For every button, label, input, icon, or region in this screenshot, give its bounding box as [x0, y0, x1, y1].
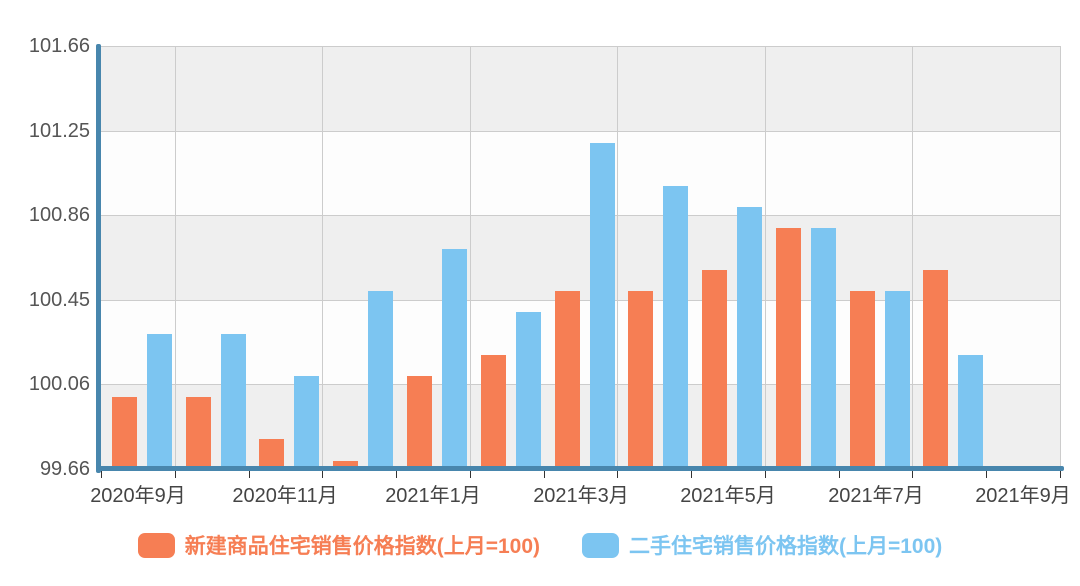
y-tick-label: 101.25 [28, 120, 90, 142]
bar-s0-2021年5月[interactable] [702, 270, 727, 469]
h-gridline [101, 299, 1060, 301]
bar-s0-2020年9月[interactable] [112, 397, 137, 469]
y-axis-line [96, 44, 101, 473]
bar-s0-2021年4月[interactable] [628, 291, 653, 469]
x-tick-mark [839, 471, 840, 478]
x-tick-mark [765, 471, 766, 478]
y-tick-label: 100.45 [28, 289, 90, 311]
x-tick-mark [691, 471, 692, 478]
plot-band [101, 46, 1060, 131]
h-gridline [101, 384, 1060, 386]
bar-s0-2021年3月[interactable] [555, 291, 580, 469]
x-tick-mark [544, 471, 545, 478]
bar-s0-2021年7月[interactable] [850, 291, 875, 469]
x-tick-mark [986, 471, 987, 478]
bar-s1-2021年6月[interactable] [811, 228, 836, 469]
legend-item-second-hand[interactable]: 二手住宅销售价格指数(上月=100) [582, 530, 942, 560]
plot-area [101, 46, 1061, 469]
x-tick-mark [175, 471, 176, 478]
legend-label-second-hand: 二手住宅销售价格指数(上月=100) [629, 535, 943, 558]
x-tick-label: 2021年7月 [828, 485, 924, 507]
plot-band [101, 215, 1060, 300]
y-tick-label: 100.06 [28, 373, 90, 395]
v-gridline [765, 46, 766, 466]
x-tick-mark [470, 471, 471, 478]
x-tick-mark [912, 471, 913, 478]
bar-s1-2021年2月[interactable] [516, 312, 541, 469]
bar-s1-2021年4月[interactable] [663, 186, 688, 469]
x-tick-label: 2020年11月 [232, 485, 338, 507]
x-axis-line [96, 466, 1064, 471]
bar-s0-2021年1月[interactable] [407, 376, 432, 469]
h-gridline [101, 215, 1060, 217]
bar-s1-2021年8月[interactable] [958, 355, 983, 469]
bar-s1-2021年5月[interactable] [737, 207, 762, 469]
h-gridline [101, 46, 1060, 47]
legend-swatch-second-hand [582, 532, 619, 558]
legend-label-new-home: 新建商品住宅销售价格指数(上月=100) [184, 535, 540, 558]
v-gridline [175, 46, 176, 466]
v-gridline [322, 46, 323, 466]
x-tick-label: 2021年9月 [975, 485, 1071, 507]
bar-s1-2020年11月[interactable] [294, 376, 319, 469]
bar-s1-2020年10月[interactable] [221, 334, 246, 469]
bar-s0-2020年12月[interactable] [333, 461, 358, 469]
h-gridline [101, 130, 1060, 132]
legend: 新建商品住宅销售价格指数(上月=100) 二手住宅销售价格指数(上月=100) [0, 530, 1080, 560]
bar-s0-2020年10月[interactable] [186, 397, 211, 469]
x-tick-mark [1060, 471, 1061, 478]
bar-s1-2021年7月[interactable] [885, 291, 910, 469]
x-tick-label: 2021年3月 [533, 485, 629, 507]
bar-s1-2020年9月[interactable] [147, 334, 172, 469]
y-tick-label: 101.66 [28, 35, 90, 57]
x-tick-label: 2021年5月 [680, 485, 776, 507]
x-tick-mark [617, 471, 618, 478]
x-tick-mark [396, 471, 397, 478]
v-gridline [912, 46, 913, 466]
x-tick-mark [249, 471, 250, 478]
x-tick-mark [101, 471, 102, 478]
bar-s0-2021年2月[interactable] [481, 355, 506, 469]
legend-item-new-home[interactable]: 新建商品住宅销售价格指数(上月=100) [137, 530, 540, 560]
bar-s1-2021年1月[interactable] [442, 249, 467, 469]
legend-swatch-new-home [137, 532, 175, 558]
x-tick-label: 2021年1月 [385, 485, 481, 507]
bar-s1-2020年12月[interactable] [368, 291, 393, 469]
bar-s0-2021年8月[interactable] [923, 270, 948, 469]
v-gridline [470, 46, 471, 466]
plot-band [101, 130, 1060, 216]
bar-s0-2021年6月[interactable] [776, 228, 801, 469]
y-tick-label: 99.66 [39, 458, 90, 480]
x-tick-mark [322, 471, 323, 478]
y-tick-label: 100.86 [28, 204, 90, 226]
bar-s1-2021年3月[interactable] [590, 143, 615, 469]
v-gridline [617, 46, 618, 466]
v-gridline [1060, 46, 1061, 466]
bar-s0-2020年11月[interactable] [259, 439, 284, 469]
x-tick-label: 2020年9月 [90, 485, 186, 507]
